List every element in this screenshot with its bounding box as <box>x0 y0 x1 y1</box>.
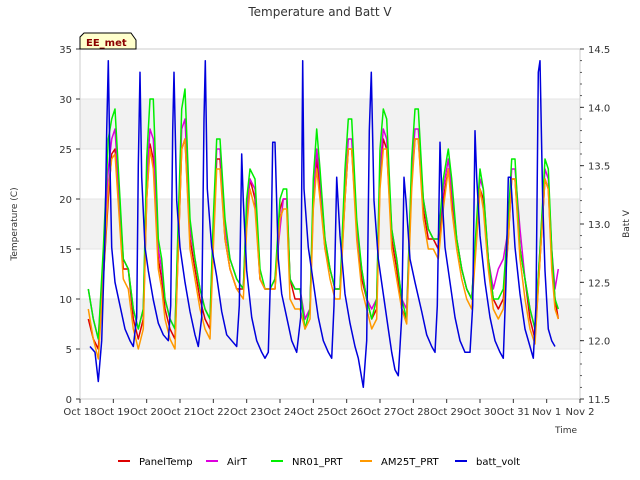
y-axis-left: 0 5 10 15 20 25 30 35 <box>59 45 80 406</box>
y-tick-label: 25 <box>59 145 72 156</box>
y2-tick-label: 12.0 <box>588 337 610 348</box>
x-tick-label: Oct 29 <box>430 407 463 418</box>
x-axis: Oct 18 Oct 19 Oct 20 Oct 21 Oct 22 Oct 23 Oct … <box>63 399 595 418</box>
y2-tick-label: 13.5 <box>588 162 610 173</box>
legend: PanelTemp AirT NR01_PRT AM25T_PRT batt_volt <box>118 457 520 468</box>
site-label: EE_met <box>86 38 127 49</box>
legend-label: NR01_PRT <box>292 457 343 468</box>
y-axis-right: 11.5 12.0 12.5 13.0 13.5 14.0 14.5 <box>580 45 610 406</box>
y-tick-label: 30 <box>59 95 72 106</box>
legend-label: AM25T_PRT <box>381 457 440 468</box>
background-bands <box>80 49 580 399</box>
site-label-box: EE_met <box>79 32 137 50</box>
y-tick-label: 5 <box>66 345 72 356</box>
y2-tick-label: 14.0 <box>588 103 610 114</box>
x-tick-label: Oct 30 <box>463 407 496 418</box>
x-axis-title: Time <box>554 426 577 436</box>
series-line-batt-volt <box>89 59 556 389</box>
x-tick-label: Nov 1 <box>532 407 561 418</box>
y-tick-label: 35 <box>59 45 72 56</box>
x-tick-label: Nov 2 <box>565 407 594 418</box>
x-tick-label: Oct 23 <box>230 407 263 418</box>
x-tick-label: Oct 24 <box>263 407 296 418</box>
x-tick-label: Oct 25 <box>297 407 330 418</box>
y2-tick-label: 12.5 <box>588 278 610 289</box>
x-tick-label: Oct 28 <box>397 407 430 418</box>
x-tick-label: Oct 18 <box>63 407 96 418</box>
series-lines <box>87 59 560 389</box>
chart-title: Temperature and Batt V <box>247 5 392 19</box>
y-axis-title: Temperature (C) <box>10 187 20 261</box>
y-tick-label: 20 <box>59 195 72 206</box>
x-tick-label: Oct 19 <box>97 407 130 418</box>
grid-band <box>80 99 580 149</box>
y-tick-label: 10 <box>59 295 72 306</box>
y2-axis-title: Batt V <box>622 209 632 238</box>
legend-label: PanelTemp <box>139 457 193 468</box>
legend-label: batt_volt <box>476 457 520 468</box>
grid-band <box>80 199 580 249</box>
legend-label: AirT <box>227 457 248 468</box>
y-tick-label: 0 <box>66 395 72 406</box>
y2-tick-label: 14.5 <box>588 45 610 56</box>
y2-tick-label: 13.0 <box>588 220 610 231</box>
y-tick-label: 15 <box>59 245 72 256</box>
y2-tick-label: 11.5 <box>588 395 610 406</box>
x-tick-label: Oct 20 <box>130 407 163 418</box>
x-tick-label: Oct 21 <box>163 407 196 418</box>
x-tick-label: Oct 26 <box>330 407 363 418</box>
x-tick-label: Oct 27 <box>363 407 396 418</box>
series-line-nr01-prt <box>87 88 560 340</box>
series-line-am25t-prt <box>87 138 560 360</box>
x-tick-label: Oct 22 <box>197 407 230 418</box>
x-tick-label: Oct 31 <box>497 407 530 418</box>
